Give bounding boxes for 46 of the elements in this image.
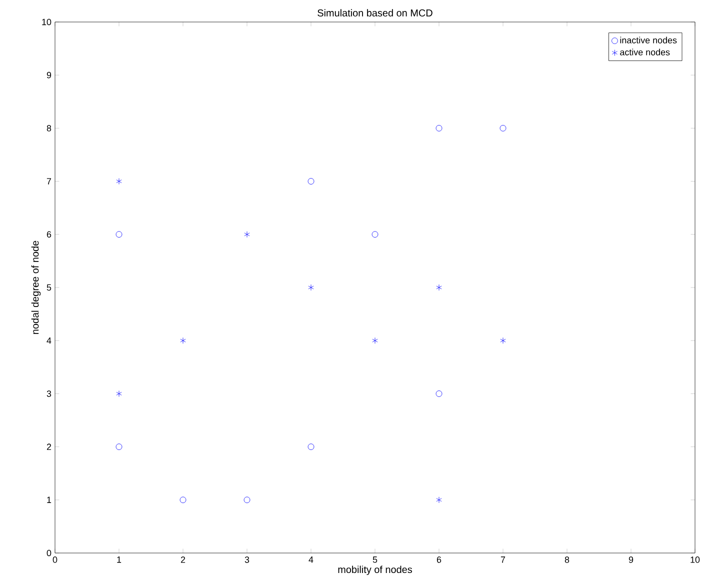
point — [436, 496, 442, 504]
y-tick-label: 0 — [46, 550, 52, 556]
point — [116, 231, 122, 238]
y-tick-label: 3 — [46, 390, 52, 397]
y-tick-label: 1 — [47, 496, 52, 503]
point — [180, 496, 186, 504]
x-tick-label: 2 — [180, 556, 186, 563]
point — [500, 125, 506, 132]
x-tick-label: 10 — [690, 556, 700, 563]
x-tick-label: 7 — [500, 556, 506, 563]
point — [116, 444, 122, 450]
chart-title: Simulation based on MCD — [318, 9, 432, 16]
y-tick-label: 6 — [46, 231, 52, 238]
legend-label: inactive nodes — [620, 36, 677, 44]
point — [244, 496, 250, 504]
legend-label: active nodes — [620, 48, 670, 56]
x-tick-label: 3 — [244, 556, 250, 563]
x-tick-label: 9 — [628, 556, 634, 563]
point — [244, 231, 250, 238]
point — [500, 337, 506, 344]
y-tick-label: 10 — [42, 18, 52, 26]
x-tick-label: 8 — [564, 556, 570, 563]
x-tick-label: 6 — [436, 556, 442, 563]
point — [308, 284, 314, 291]
y-tick-label: 2 — [46, 444, 52, 450]
point — [308, 178, 314, 184]
x-axis-title: mobility of nodes — [338, 566, 412, 576]
point — [308, 444, 314, 450]
y-tick-label: 7 — [46, 178, 52, 184]
y-tick-label: 5 — [46, 284, 52, 291]
point — [436, 284, 442, 291]
x-tick-label: 1 — [117, 556, 122, 563]
y-tick-label: 4 — [46, 338, 52, 344]
x-tick-label: 0 — [52, 556, 58, 563]
point — [116, 390, 122, 397]
point — [372, 337, 378, 344]
point — [372, 231, 378, 238]
y-tick-label: 8 — [46, 125, 52, 132]
point — [116, 178, 122, 184]
y-axis-title: nodal degree of node — [31, 240, 41, 334]
point — [436, 125, 442, 132]
point — [180, 337, 186, 344]
x-tick-label: 4 — [308, 556, 314, 563]
x-tick-label: 5 — [372, 556, 378, 563]
y-tick-label: 9 — [46, 72, 52, 78]
point — [436, 390, 442, 397]
